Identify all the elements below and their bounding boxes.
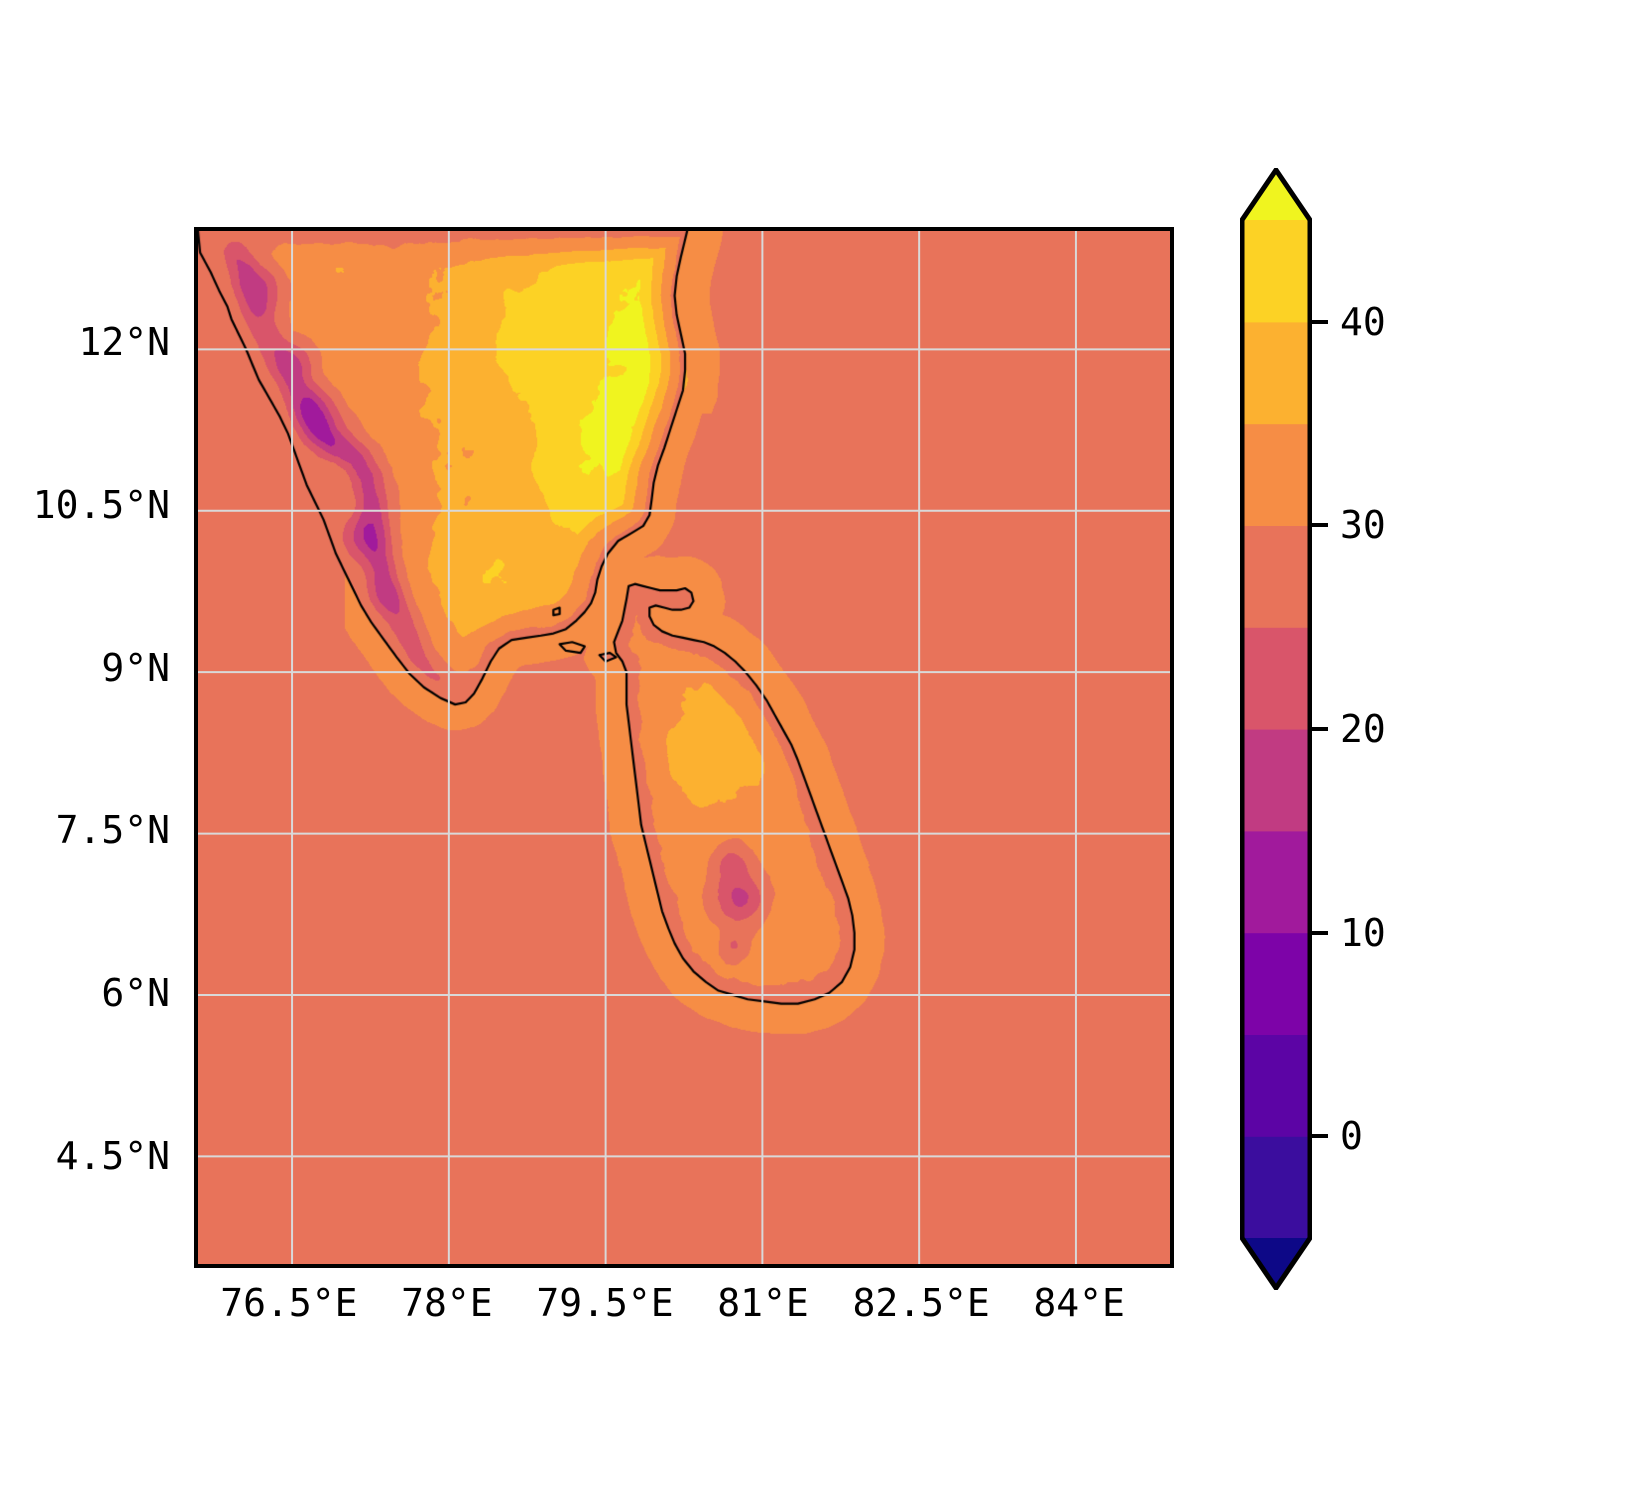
y-tick-label: 9°N	[101, 645, 170, 690]
colorbar-tick-mark	[1308, 930, 1328, 935]
x-tick-label: 81°E	[717, 1281, 809, 1325]
map-axes[interactable]	[194, 227, 1174, 1268]
colorbar-tick-mark	[1308, 523, 1328, 528]
colorbar-tick-label: 40	[1340, 299, 1386, 344]
colorbar-tick-mark	[1308, 319, 1328, 324]
x-tick-label: 79.5°E	[536, 1281, 674, 1325]
y-tick-label: 10.5°N	[32, 482, 170, 527]
x-tick-label: 78°E	[401, 1281, 493, 1325]
y-tick-label: 12°N	[78, 320, 170, 365]
x-tick-label: 82.5°E	[852, 1281, 990, 1325]
colorbar-gradient	[1240, 168, 1312, 1290]
colorbar-tick-label: 30	[1340, 503, 1386, 548]
x-tick-label: 84°E	[1033, 1281, 1125, 1325]
x-tick-label: 76.5°E	[220, 1281, 358, 1325]
colorbar-tick-mark	[1308, 727, 1328, 731]
colorbar-tick-label: 20	[1340, 707, 1386, 751]
temperature-contour-map	[198, 231, 1170, 1264]
y-tick-label: 4.5°N	[55, 1133, 170, 1178]
colorbar[interactable]: 0 10 20 30 40	[1240, 168, 1386, 1290]
y-tick-label: 7.5°N	[55, 808, 170, 853]
colorbar-tick-label: 0	[1340, 1114, 1363, 1159]
colorbar-tick-label: 10	[1340, 910, 1386, 955]
colorbar-tick-mark	[1308, 1134, 1328, 1139]
y-tick-label: 6°N	[101, 970, 170, 1015]
